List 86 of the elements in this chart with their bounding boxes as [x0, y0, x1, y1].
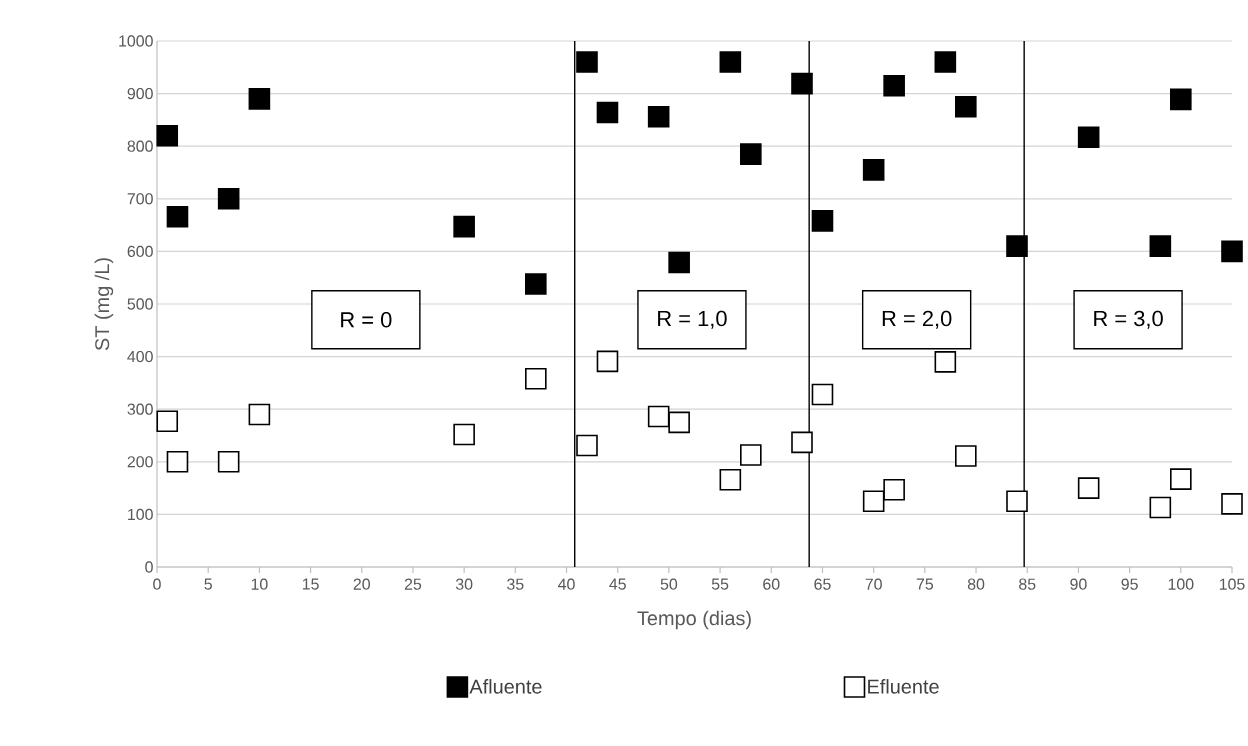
x-tick-label: 10 [251, 578, 268, 590]
point [1077, 126, 1100, 149]
x-tick-label: 85 [1019, 578, 1036, 590]
y-tick-label: 0 [145, 561, 153, 573]
point [1221, 240, 1243, 263]
point [791, 431, 813, 454]
point [596, 350, 619, 373]
point [811, 210, 834, 232]
point [166, 205, 189, 228]
x-tick-label: 65 [814, 578, 831, 590]
y-tick-label: 400 [127, 350, 153, 363]
point [596, 101, 619, 124]
annotation: R = 0 [341, 312, 392, 328]
point [576, 434, 598, 457]
x-tick-label: 5 [204, 578, 212, 590]
point [525, 367, 547, 390]
point [1006, 490, 1028, 513]
point [791, 72, 813, 95]
point [1006, 235, 1028, 257]
y-tick-label: 300 [127, 403, 153, 415]
annotation: R = 1,0 [658, 310, 727, 329]
x-tick-label: 35 [507, 578, 524, 590]
x-tick-label: 15 [302, 578, 319, 590]
x-axis-title: Tempo (dias) [637, 610, 751, 630]
x-tick-label: 25 [404, 578, 422, 590]
point [647, 405, 670, 428]
y-tick-label: 800 [127, 140, 153, 152]
point [862, 490, 885, 513]
x-tick-label: 80 [967, 578, 985, 590]
x-tick-label: 30 [455, 578, 473, 590]
y-tick-label: 100 [128, 508, 153, 521]
y-tick-label: 500 [127, 298, 153, 310]
point [156, 410, 179, 433]
y-tick-label: 700 [127, 193, 153, 205]
x-tick-label: 95 [1121, 578, 1138, 590]
annotation: R = 3,0 [1094, 310, 1163, 329]
annotation: R = 2,0 [882, 310, 952, 329]
point [1149, 235, 1172, 257]
x-tick-label: 55 [711, 578, 729, 590]
x-tick-label: 60 [763, 578, 780, 590]
point [217, 451, 240, 473]
x-tick-label: 90 [1070, 578, 1087, 590]
point [1170, 468, 1192, 490]
x-tick-label: 0 [153, 578, 161, 590]
point [453, 423, 475, 446]
x-tick-label: 40 [558, 578, 575, 590]
x-tick-label: 75 [916, 578, 934, 590]
point [453, 215, 475, 238]
point [719, 468, 742, 491]
point [740, 143, 762, 165]
point [166, 451, 189, 473]
point [955, 445, 977, 467]
point [1077, 477, 1100, 499]
point [934, 51, 957, 73]
x-tick-label: 105 [1219, 578, 1245, 590]
y-tick-label: 900 [127, 87, 153, 100]
legend-label: Efluente [868, 679, 939, 694]
point [248, 403, 271, 426]
x-tick-label: 50 [660, 578, 678, 590]
point [719, 51, 742, 73]
point [955, 95, 977, 118]
point [811, 383, 834, 406]
y-tick-label: 200 [127, 456, 153, 468]
point [156, 124, 179, 147]
y-axis-title: ST (mg /L) [94, 258, 114, 351]
point [647, 105, 670, 128]
point [934, 351, 957, 373]
point [248, 88, 271, 110]
x-tick-label: 20 [353, 578, 370, 590]
point [668, 251, 690, 274]
point [1170, 88, 1192, 111]
y-tick-label: 600 [127, 245, 153, 258]
point [525, 273, 547, 295]
x-tick-label: 70 [865, 578, 882, 590]
y-tick-label: 1000 [119, 35, 153, 47]
x-tick-label: 45 [609, 578, 626, 590]
point [576, 51, 598, 73]
point [883, 74, 905, 97]
point [1221, 493, 1243, 515]
point [217, 188, 240, 210]
point [862, 159, 885, 181]
legend-label: Afluente [469, 679, 542, 694]
point [668, 411, 690, 434]
point [1149, 496, 1172, 519]
point [740, 444, 762, 466]
x-tick-label: 100 [1168, 578, 1194, 590]
